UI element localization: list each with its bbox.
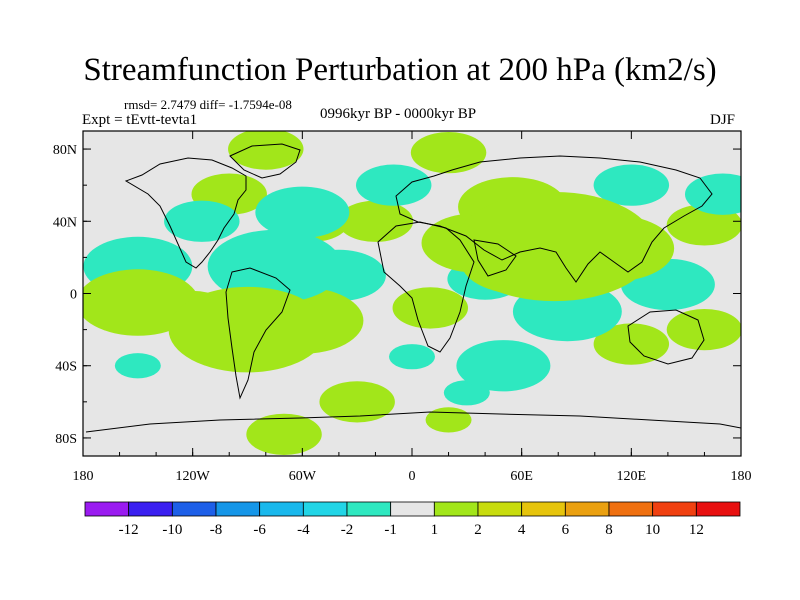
field-contour [392, 287, 469, 329]
field-contour [255, 186, 350, 238]
field-contour [593, 164, 670, 206]
field-contour [685, 173, 741, 215]
field-contour [355, 164, 432, 206]
field-contour [453, 191, 656, 302]
x-tick-label: 0 [409, 469, 416, 484]
field-contour [666, 308, 741, 351]
colorbar-swatch [433, 501, 479, 517]
season-label: DJF [710, 112, 736, 128]
field-contour [593, 323, 670, 365]
colorbar-swatch [215, 501, 261, 517]
field-contour [410, 132, 487, 174]
field-contour [207, 229, 343, 303]
colorbar-label: 10 [645, 522, 660, 538]
colorbar: -12 -10 -8 -6 -4 -2 -1 1 2 4 6 8 10 12 [84, 501, 741, 538]
colorbar-label: 2 [474, 522, 482, 538]
y-tick-label: 40S [55, 360, 77, 375]
colorbar-label: -8 [210, 522, 223, 538]
colorbar-swatch [84, 501, 130, 517]
x-tick-label: 60W [289, 469, 317, 484]
coastline-eurasia [395, 155, 713, 283]
colorbar-label: -6 [253, 522, 266, 538]
colorbar-label: -1 [384, 522, 397, 538]
coastline-greenland [229, 143, 301, 179]
y-tick-label: 80N [53, 143, 77, 158]
field-contour [319, 381, 395, 423]
colorbar-swatch [477, 501, 523, 517]
coastline-australia [627, 309, 705, 365]
colorbar-swatch [521, 501, 566, 517]
colorbar-label: -2 [341, 522, 354, 538]
field-layer [83, 131, 741, 456]
y-tick-label: 80S [55, 432, 77, 447]
y-tick-label: 40N [53, 215, 77, 230]
colorbar-label: 4 [518, 522, 526, 538]
coastline-south-america [225, 267, 291, 400]
field-contour [337, 200, 414, 242]
colorbar-swatch [171, 501, 217, 517]
field-contour [83, 269, 199, 336]
colorbar-swatch [608, 501, 654, 517]
coastline-antarctica [85, 411, 741, 433]
stats-label: rmsd= 2.7479 diff= -1.7594e-08 [124, 97, 292, 112]
colorbar-label: 1 [431, 522, 439, 538]
coastline-arabia [473, 239, 517, 277]
experiment-label: Expt = tEvtt-tevta1 [82, 112, 198, 128]
colorbar-label: -10 [162, 522, 182, 538]
x-tick-label: 120E [617, 469, 647, 484]
colorbar-swatch [346, 501, 392, 517]
colorbar-swatch [128, 501, 173, 517]
colorbar-swatch [695, 501, 741, 517]
colorbar-swatch [302, 501, 348, 517]
coastline-north-america [124, 157, 247, 269]
colorbar-swatch [390, 501, 435, 517]
x-tick-label: 180 [73, 469, 94, 484]
chart-title: Streamfunction Perturbation at 200 hPa (… [83, 52, 717, 88]
field-contour [114, 353, 161, 379]
field-contour [164, 200, 240, 242]
period-label: 0996kyr BP - 0000kyr BP [320, 106, 477, 122]
x-tick-label: 60E [510, 469, 533, 484]
field-contour [425, 407, 472, 433]
colorbar-label: 12 [689, 522, 704, 538]
colorbar-label: 8 [605, 522, 613, 538]
field-contour [168, 286, 327, 373]
field-contour [228, 131, 304, 170]
axes-layer: 180 120W 60W 0 60E 120E 180 80N 40N 0 40S 80S [53, 131, 752, 484]
coastline-layer [85, 143, 741, 433]
colorbar-label: -12 [119, 522, 139, 538]
field-contour [456, 340, 551, 392]
field-contour [389, 344, 435, 370]
colorbar-swatch [652, 501, 697, 517]
x-tick-label: 120W [176, 469, 211, 484]
field-contour [246, 413, 322, 455]
colorbar-swatch [259, 501, 304, 517]
colorbar-label: 6 [562, 522, 570, 538]
colorbar-swatch [564, 501, 610, 517]
colorbar-label: -4 [297, 522, 310, 538]
y-tick-label: 0 [70, 288, 77, 303]
x-tick-label: 180 [731, 469, 752, 484]
